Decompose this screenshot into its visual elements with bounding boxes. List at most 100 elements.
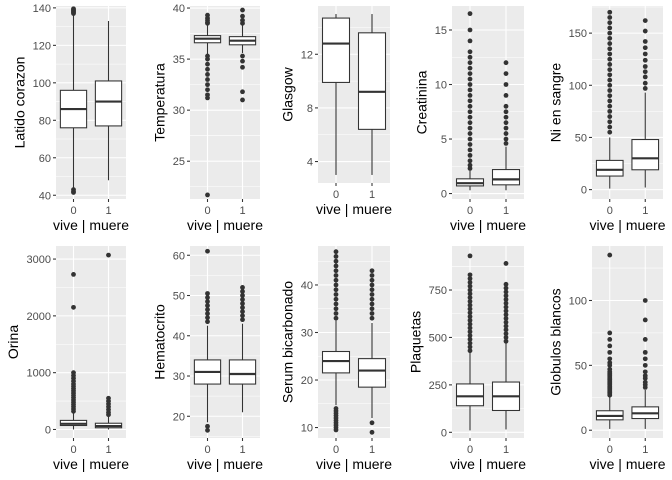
outlier-point [503,120,509,126]
y-tick-label: 3000 [27,254,51,266]
y-tick-label: 4 [307,157,313,169]
outlier-point [205,20,210,26]
panel-background [592,246,663,438]
outlier-point [205,77,210,82]
box-0 [595,252,624,429]
y-tick-label: 1000 [27,368,51,380]
outlier-point [607,330,613,336]
y-tick-label: 0 [441,427,447,439]
outlier-point [642,337,648,342]
interquartile-box [321,17,351,83]
outlier-point [503,109,509,115]
outlier-point [503,319,509,325]
outlier-point [333,282,339,288]
outlier-point [467,287,473,293]
outlier-point [333,277,339,283]
outlier-point [503,293,509,299]
outlier-point [205,66,210,72]
y-tick-label: 60 [39,153,51,165]
outlier-point [607,343,613,349]
x-axis-title: vive | muere [450,456,526,472]
box-0 [193,248,222,433]
outlier-point [240,20,245,26]
x-tick-label: 1 [239,444,245,456]
outlier-point [467,109,473,115]
outlier-point [467,329,473,335]
y-tick-label: 0 [45,424,51,436]
outlier-point [467,302,473,308]
box-1 [631,18,660,188]
outlier-point [607,51,613,57]
outlier-point [467,306,473,312]
outlier-point [642,298,648,303]
outlier-point [369,429,375,435]
outlier-point [467,283,473,289]
interquartile-box [357,358,387,388]
x-tick-label: 1 [239,205,245,217]
x-axis-title: vive | muere [450,217,526,233]
outlier-point [205,192,210,198]
outlier-point [240,297,245,302]
outlier-point [503,125,509,131]
outlier-point [467,333,473,338]
y-axis-title: Serum bicarbonado [280,281,296,403]
x-tick-label: 0 [70,205,76,217]
outlier-point [607,124,613,130]
outlier-point [333,268,339,274]
outlier-point [205,248,210,254]
outlier-point [369,420,375,426]
x-axis-title: vive | muere [187,456,263,472]
outlier-point [467,152,473,158]
outlier-point [467,93,473,98]
outlier-point [205,315,210,321]
outlier-point [467,131,473,136]
outlier-point [467,272,473,278]
outlier-point [503,323,509,329]
outlier-point [467,276,473,282]
outlier-point [205,72,210,77]
y-tick-label: 12 [301,49,313,61]
x-tick-label: 0 [204,444,210,456]
box-0 [193,12,222,198]
outlier-point [642,373,648,379]
outlier-point [240,305,245,310]
interquartile-box [94,80,123,127]
x-tick-label: 1 [105,205,111,217]
outlier-point [106,252,111,258]
outlier-point [503,335,509,340]
outlier-point [467,60,473,66]
outlier-point [333,254,339,259]
outlier-point [467,325,473,331]
box-0 [59,6,88,195]
outlier-point [503,93,509,98]
outlier-point [607,56,613,62]
outlier-point [642,86,648,91]
box-0 [321,249,351,433]
y-tick-label: 100 [569,295,587,307]
outlier-point [607,41,613,46]
outlier-point [205,311,210,317]
outlier-point [467,295,473,301]
outlier-point [503,71,509,77]
y-tick-label: 100 [569,80,587,92]
outlier-point [205,95,210,101]
outlier-point [642,57,648,63]
outlier-point [503,82,509,87]
x-axis-title: vive | muere [316,201,392,217]
outlier-point [333,311,339,316]
outlier-point [71,272,76,277]
outlier-point [607,88,613,93]
outlier-point [642,369,648,375]
outlier-point [467,280,473,285]
outlier-point [607,108,613,114]
outlier-point [607,9,613,15]
outlier-point [467,65,473,71]
outlier-point [467,336,473,342]
y-tick-label: 25 [173,156,185,168]
outlier-point [467,348,473,354]
x-tick-label: 0 [467,444,473,456]
outlier-point [607,62,613,67]
box-0 [455,11,485,191]
